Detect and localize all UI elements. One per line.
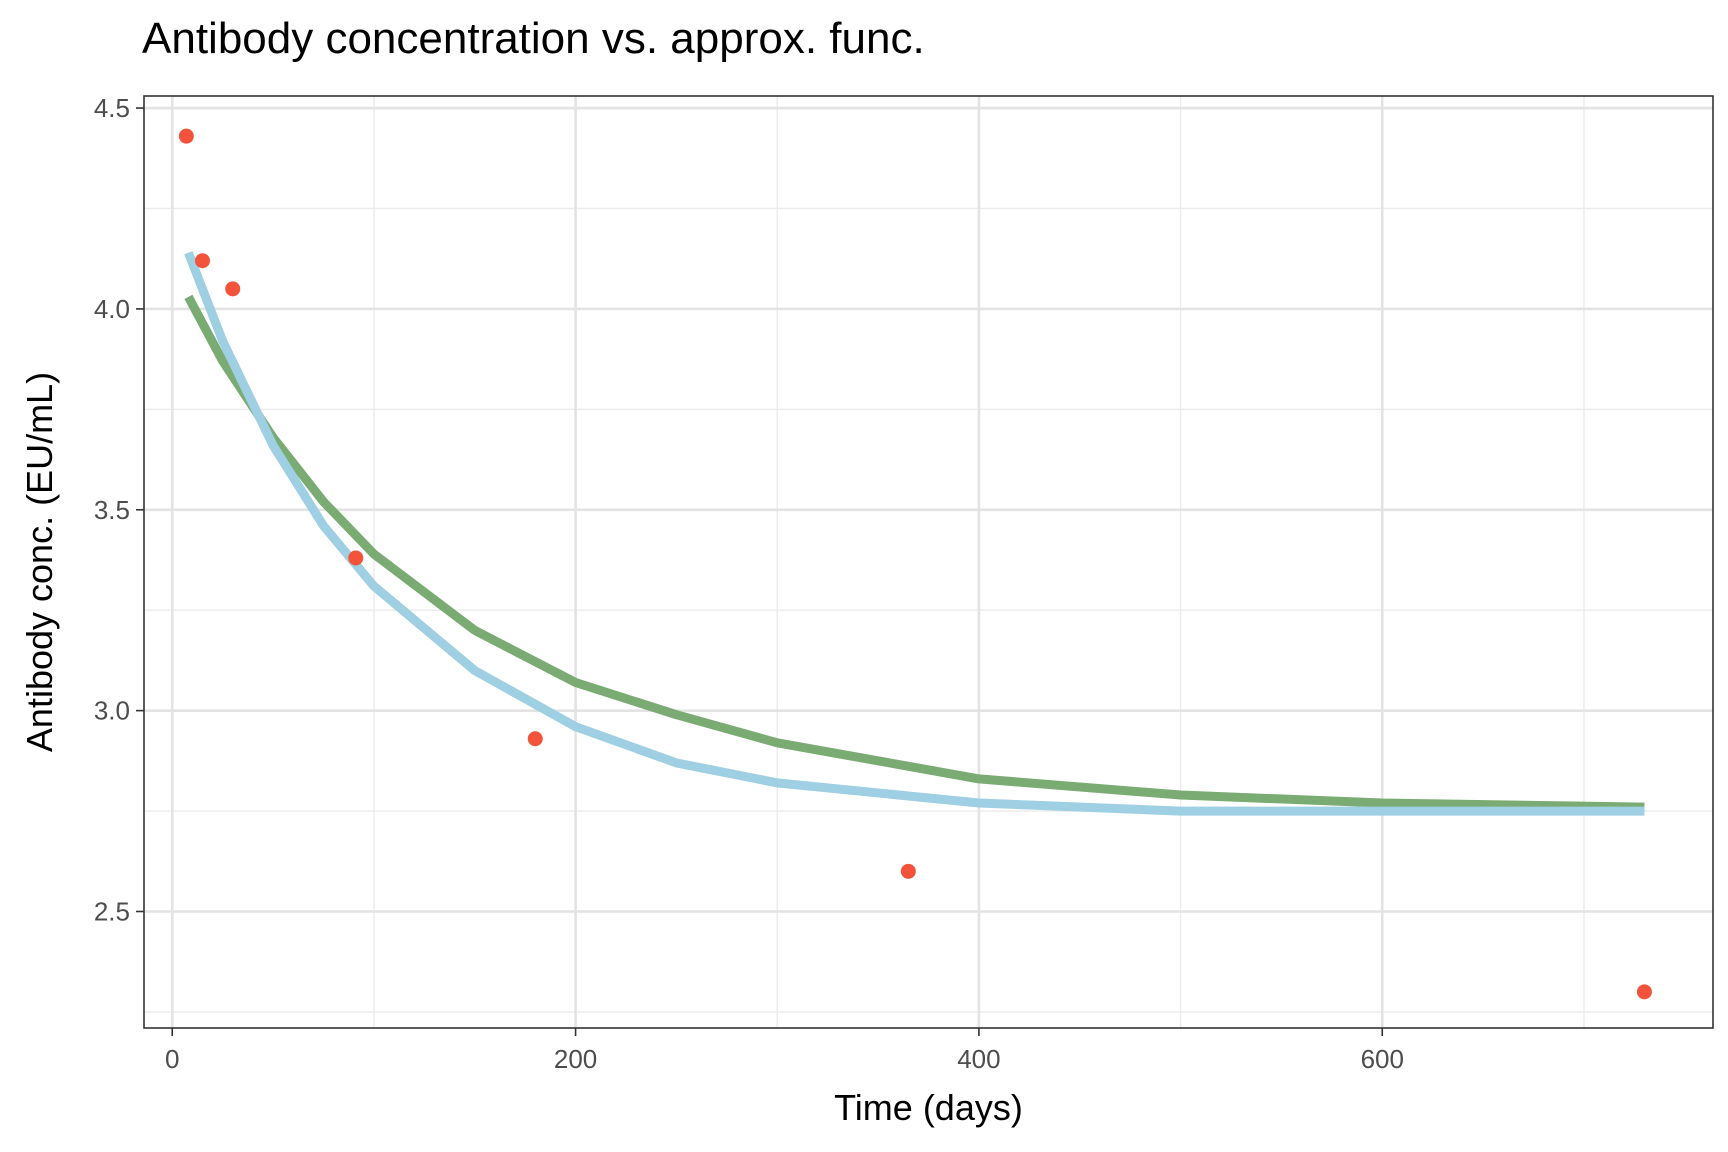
data-point <box>194 253 210 269</box>
data-point <box>225 281 241 297</box>
y-axis-title: Antibody conc. (EU/mL) <box>19 372 60 752</box>
data-point <box>348 550 364 566</box>
y-axis: 2.5 3.0 3.5 4.0 4.5 <box>94 93 144 927</box>
series-layer <box>184 251 1645 816</box>
series-line-1 <box>184 294 1645 812</box>
series-line-2 <box>184 251 1645 816</box>
points-layer <box>178 128 1652 1000</box>
x-axis: 0 200 400 600 <box>165 1028 1404 1074</box>
x-axis-title: Time (days) <box>834 1087 1023 1128</box>
y-tick-label: 3.0 <box>94 696 130 726</box>
data-point <box>900 863 916 879</box>
x-tick-label: 400 <box>957 1044 1000 1074</box>
chart-title: Antibody concentration vs. approx. func. <box>142 14 925 63</box>
data-point <box>178 128 194 144</box>
y-tick-label: 4.0 <box>94 294 130 324</box>
grid-major <box>144 96 1713 1028</box>
data-point <box>527 731 543 747</box>
panel-border <box>143 95 1714 1029</box>
data-point <box>1636 984 1652 1000</box>
x-tick-label: 600 <box>1361 1044 1404 1074</box>
x-tick-label: 200 <box>554 1044 597 1074</box>
y-tick-label: 4.5 <box>94 93 130 123</box>
y-tick-label: 2.5 <box>94 897 130 927</box>
x-tick-label: 0 <box>165 1044 179 1074</box>
y-tick-label: 3.5 <box>94 495 130 525</box>
